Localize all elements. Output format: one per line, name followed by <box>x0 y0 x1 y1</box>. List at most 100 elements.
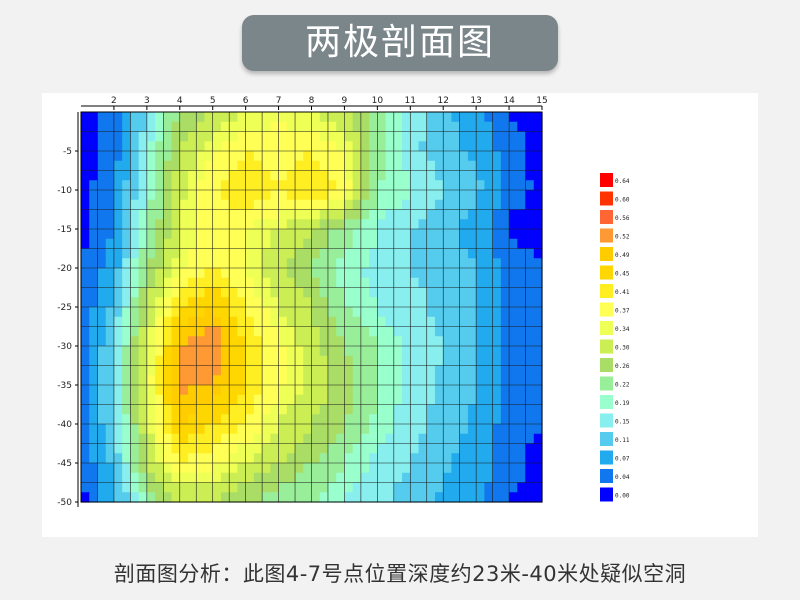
x-tick-label: 3 <box>144 96 150 106</box>
heatmap-cell <box>204 433 214 445</box>
heatmap-cell <box>393 463 403 474</box>
heatmap-cell <box>138 463 148 474</box>
colorbar-swatch <box>600 228 613 243</box>
heatmap-cell <box>212 453 222 464</box>
heatmap-cell <box>303 424 313 435</box>
heatmap-cell <box>377 346 387 357</box>
heatmap-cell <box>171 375 181 386</box>
heatmap-cell <box>377 248 387 259</box>
heatmap-cell <box>97 404 107 415</box>
heatmap-cell <box>385 160 395 172</box>
heatmap-cell <box>352 190 362 201</box>
heatmap-cell <box>253 463 263 474</box>
heatmap-cell <box>286 229 296 240</box>
heatmap-cell <box>253 219 263 230</box>
heatmap-cell <box>105 277 115 289</box>
heatmap-cell <box>533 151 543 162</box>
heatmap-cell <box>262 443 271 454</box>
heatmap-cell <box>113 170 123 181</box>
heatmap-cell <box>245 355 255 367</box>
heatmap-cell <box>492 453 502 464</box>
heatmap-cell <box>385 170 395 181</box>
heatmap-cell <box>81 404 90 415</box>
heatmap-cell <box>434 307 444 318</box>
heatmap-cell <box>377 199 387 211</box>
heatmap-cell <box>385 453 395 464</box>
heatmap-cell <box>163 229 173 240</box>
heatmap-cell <box>122 472 131 484</box>
heatmap-cell <box>451 141 461 152</box>
heatmap-cell <box>336 355 346 367</box>
heatmap-cell <box>434 141 444 152</box>
heatmap-cell <box>253 482 263 493</box>
heatmap-cell <box>229 472 239 484</box>
heatmap-cell <box>352 482 362 493</box>
heatmap-cell <box>509 375 518 386</box>
heatmap-cell <box>253 199 263 211</box>
heatmap-cell <box>327 190 337 201</box>
heatmap-cell <box>385 492 395 503</box>
heatmap-cell <box>360 170 370 181</box>
heatmap-cell <box>467 346 477 357</box>
heatmap-cell <box>418 268 428 279</box>
heatmap-cell <box>476 443 485 454</box>
heatmap-cell <box>410 151 420 162</box>
heatmap-cell <box>476 453 485 464</box>
heatmap-cell <box>81 277 90 289</box>
heatmap-cell <box>509 443 518 454</box>
heatmap-cell <box>402 375 411 386</box>
heatmap-cell <box>517 463 527 474</box>
heatmap-cell <box>138 492 148 503</box>
heatmap-cell <box>105 414 115 425</box>
heatmap-cell <box>270 463 280 474</box>
heatmap-cell <box>245 433 255 445</box>
heatmap-cell <box>402 326 411 337</box>
heatmap-cell <box>509 463 518 474</box>
heatmap-cell <box>146 141 156 152</box>
heatmap-cell <box>451 355 461 367</box>
y-tick-label: -50 <box>57 498 72 508</box>
heatmap-cell <box>385 433 395 445</box>
heatmap-cell <box>286 443 296 454</box>
heatmap-cell <box>237 307 247 318</box>
heatmap-cell <box>533 326 543 337</box>
heatmap-cell <box>492 482 502 493</box>
heatmap-cell <box>163 268 173 279</box>
heatmap-cell <box>385 404 395 415</box>
heatmap-cell <box>212 112 222 123</box>
heatmap-cell <box>500 277 510 289</box>
heatmap-cell <box>171 277 181 289</box>
heatmap-cell <box>344 170 354 181</box>
heatmap-cell <box>517 326 527 337</box>
heatmap-cell <box>418 307 428 318</box>
heatmap-cell <box>360 141 370 152</box>
heatmap-cell <box>459 355 469 367</box>
heatmap-cell <box>385 365 395 376</box>
heatmap-cell <box>467 443 477 454</box>
heatmap-cell <box>171 336 181 347</box>
heatmap-cell <box>81 365 90 376</box>
heatmap-cell <box>434 414 444 425</box>
x-tick-label: 15 <box>536 96 547 106</box>
heatmap-cell <box>212 199 222 211</box>
heatmap-cell <box>212 443 222 454</box>
heatmap-cell <box>130 404 140 415</box>
heatmap-cell <box>434 443 444 454</box>
heatmap-cell <box>360 443 370 454</box>
heatmap-cell <box>344 160 354 172</box>
heatmap-cell <box>344 365 354 376</box>
heatmap-cell <box>188 336 197 347</box>
heatmap-cell <box>81 229 90 240</box>
heatmap-cell <box>89 453 99 464</box>
heatmap-cell <box>377 258 387 269</box>
heatmap-cell <box>204 355 214 367</box>
heatmap-cell <box>303 170 313 181</box>
heatmap-cell <box>81 316 90 328</box>
heatmap-cell <box>204 199 214 211</box>
heatmap-cell <box>459 404 469 415</box>
heatmap-cell <box>163 248 173 259</box>
heatmap-cell <box>533 385 543 396</box>
heatmap-cell <box>262 404 271 415</box>
heatmap-cell <box>196 209 206 220</box>
heatmap-cell <box>146 404 156 415</box>
